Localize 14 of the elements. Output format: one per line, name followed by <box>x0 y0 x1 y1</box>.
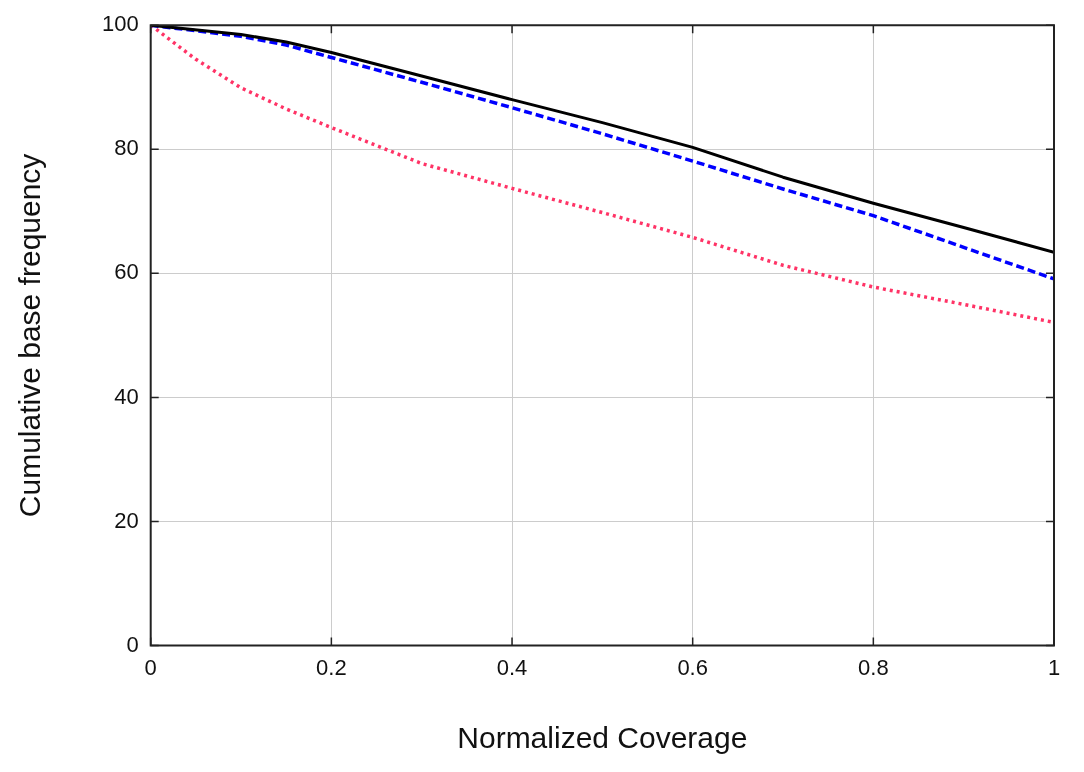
x-tick-label: 0.6 <box>677 654 708 680</box>
x-tick-label: 1 <box>1047 654 1061 680</box>
y-tick-label: 100 <box>101 11 139 37</box>
y-tick-label: 20 <box>114 507 139 533</box>
x-tick-label: 0.2 <box>316 654 347 680</box>
y-tick-label: 80 <box>114 135 139 161</box>
x-tick-label: 0 <box>144 654 157 680</box>
y-tick-label: 60 <box>114 259 139 285</box>
x-axis-title: Normalized Coverage <box>457 721 748 755</box>
y-axis-title: Cumulative base frequency <box>13 153 47 518</box>
x-tick-label: 0.4 <box>496 654 528 680</box>
y-tick-label: 40 <box>114 383 139 409</box>
y-tick-label: 0 <box>126 631 139 657</box>
x-tick-label: 0.8 <box>858 654 889 680</box>
